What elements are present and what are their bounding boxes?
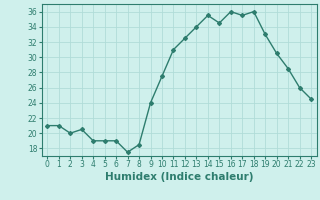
X-axis label: Humidex (Indice chaleur): Humidex (Indice chaleur): [105, 172, 253, 182]
